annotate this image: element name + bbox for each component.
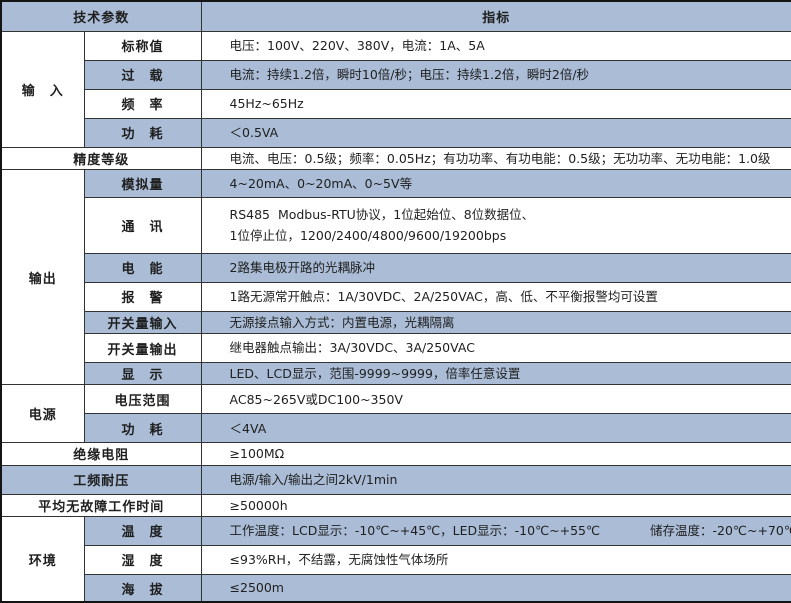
row-accuracy-value: 电流、电压：0.5级；频率：0.05Hz；有功功率、有功电能：0.5级；无功功率… [200, 146, 791, 170]
row-withstand: 工频耐压 电源/输入/输出之间2kV/1min [0, 464, 791, 495]
row-analog-label: 模拟量 [83, 168, 202, 198]
row-analog-value: 4~20mA、0~20mA、0~5V等 [200, 168, 791, 198]
row-digital-output: 开关量输出 继电器触点输出：3A/30VDC、3A/250VAC [1, 333, 791, 363]
row-energy: 电 能 2路集电极开路的光耦脉冲 [1, 252, 791, 283]
row-insulation: 绝缘电阻 ≥100MΩ [0, 442, 791, 466]
row-input-power-value: ＜0.5VA [200, 117, 791, 148]
row-altitude-label: 海 拔 [83, 573, 202, 603]
row-insulation-value: ≥100MΩ [200, 442, 791, 466]
row-alarm-label: 报 警 [83, 281, 202, 312]
row-altitude: 海 拔 ≤2500m [1, 573, 791, 603]
row-voltage-range-value: AC85~265V或DC100~350V [200, 384, 791, 415]
row-withstand-label: 工频耐压 [0, 464, 202, 495]
row-input-power-label: 功 耗 [83, 117, 202, 148]
row-withstand-value: 电源/输入/输出之间2kV/1min [200, 464, 791, 495]
row-temperature: 环境 温 度 工作温度：LCD显示：-10℃~+45℃，LED显示：-10℃~+… [0, 515, 791, 603]
row-mtbf-label: 平均无故障工作时间 [0, 493, 202, 517]
row-input-power: 功 耗 ＜0.5VA [1, 117, 791, 148]
row-display-label: 显 示 [83, 361, 202, 386]
row-accuracy: 精度等级 电流、电压：0.5级；频率：0.05Hz；有功功率、有功电能：0.5级… [0, 146, 791, 170]
row-humidity-label: 湿 度 [83, 544, 202, 575]
row-comm-label: 通 讯 [83, 196, 202, 254]
row-digital-input: 开关量输入 无源接点输入方式：内置电源，光耦隔离 [1, 310, 791, 335]
group-cell-power: 电源 [0, 384, 85, 444]
row-nominal: 输 入 标称值 电压：100V、220V、380V，电流：1A、5A [0, 30, 791, 148]
header-indicator: 指标 [200, 0, 791, 32]
row-mtbf: 平均无故障工作时间 ≥50000h [0, 493, 791, 517]
row-temperature-label: 温 度 [83, 515, 202, 546]
row-digital-output-value: 继电器触点输出：3A/30VDC、3A/250VAC [200, 333, 791, 363]
row-accuracy-label: 精度等级 [0, 146, 202, 170]
row-alarm-value: 1路无源常开触点：1A/30VDC、2A/250VAC，高、低、不平衡报警均可设… [200, 281, 791, 312]
row-comm: 通 讯 RS485 Modbus-RTU协议，1位起始位、8位数据位、 1位停止… [1, 196, 791, 254]
row-frequency-value: 45Hz~65Hz [200, 88, 791, 119]
row-overload-value: 电流：持续1.2倍，瞬时10倍/秒；电压：持续1.2倍，瞬时2倍/秒 [200, 59, 791, 90]
row-frequency: 频 率 45Hz~65Hz [1, 88, 791, 119]
group-cell-input: 输 入 [0, 30, 85, 148]
row-display-value: LED、LCD显示，范围-9999~9999，倍率任意设置 [200, 361, 791, 386]
row-digital-input-value: 无源接点输入方式：内置电源，光耦隔离 [200, 310, 791, 335]
row-humidity: 湿 度 ≤93%RH，不结露，无腐蚀性气体场所 [1, 544, 791, 575]
row-digital-output-label: 开关量输出 [83, 333, 202, 363]
group-cell-output: 输出 [0, 168, 85, 386]
group-cell-environment: 环境 [0, 515, 85, 603]
row-temperature-value: 工作温度：LCD显示：-10℃~+45℃，LED显示：-10℃~+55℃ 储存温… [200, 515, 791, 546]
row-energy-value: 2路集电极开路的光耦脉冲 [200, 252, 791, 283]
row-voltage-range-label: 电压范围 [83, 384, 202, 415]
row-energy-label: 电 能 [83, 252, 202, 283]
row-comm-value: RS485 Modbus-RTU协议，1位起始位、8位数据位、 1位停止位，12… [200, 196, 791, 254]
header-params: 技术参数 [0, 0, 202, 32]
row-supply-power-label: 功 耗 [83, 413, 202, 444]
row-display: 显 示 LED、LCD显示，范围-9999~9999，倍率任意设置 [1, 361, 791, 386]
row-alarm: 报 警 1路无源常开触点：1A/30VDC、2A/250VAC，高、低、不平衡报… [1, 281, 791, 312]
row-nominal-label: 标称值 [83, 30, 202, 61]
row-supply-power: 功 耗 ＜4VA [1, 413, 791, 444]
row-frequency-label: 频 率 [83, 88, 202, 119]
row-digital-input-label: 开关量输入 [83, 310, 202, 335]
row-insulation-label: 绝缘电阻 [0, 442, 202, 466]
row-analog: 输出 模拟量 4~20mA、0~20mA、0~5V等 [0, 168, 791, 386]
row-supply-power-value: ＜4VA [200, 413, 791, 444]
row-voltage-range: 电源 电压范围 AC85~265V或DC100~350V [0, 384, 791, 444]
header-row: 技术参数 指标 [0, 0, 791, 32]
row-overload: 过 载 电流：持续1.2倍，瞬时10倍/秒；电压：持续1.2倍，瞬时2倍/秒 [1, 59, 791, 90]
row-humidity-value: ≤93%RH，不结露，无腐蚀性气体场所 [200, 544, 791, 575]
row-altitude-value: ≤2500m [200, 573, 791, 603]
row-overload-label: 过 载 [83, 59, 202, 90]
row-nominal-value: 电压：100V、220V、380V，电流：1A、5A [200, 30, 791, 61]
row-mtbf-value: ≥50000h [200, 493, 791, 517]
